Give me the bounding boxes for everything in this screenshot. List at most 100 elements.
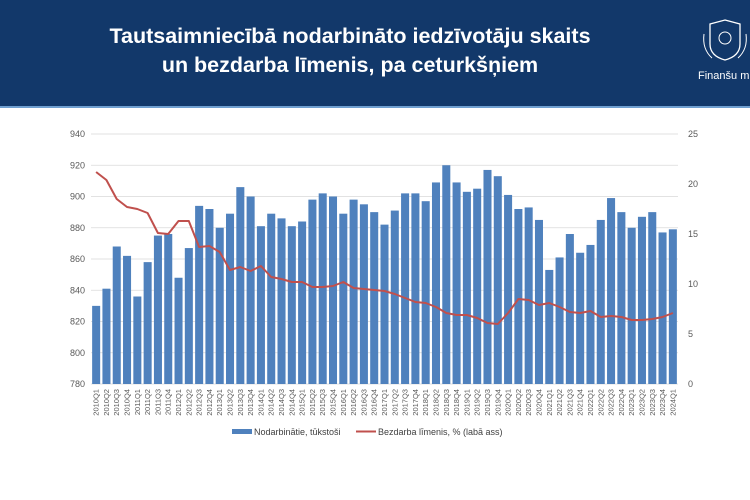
left-axis-tick: 820 — [70, 317, 85, 327]
x-axis-tick: 2018Q2 — [431, 389, 440, 416]
bar — [617, 212, 626, 384]
bar — [123, 255, 132, 384]
legend-bar-label: Nodarbinātie, tūkstoši — [254, 427, 341, 437]
x-axis-tick: 2018Q1 — [421, 389, 430, 416]
bar — [555, 257, 564, 384]
bar — [565, 234, 574, 384]
bar — [215, 227, 224, 384]
left-axis-tick: 920 — [70, 160, 85, 170]
bar — [524, 207, 533, 384]
x-axis-tick: 2014Q1 — [256, 389, 265, 416]
x-axis-tick: 2024Q1 — [668, 389, 677, 416]
logo-text: Finanšu m — [698, 70, 750, 82]
bar — [287, 226, 296, 384]
right-axis-tick: 15 — [688, 229, 698, 239]
x-axis-tick: 2010Q4 — [123, 389, 132, 416]
x-axis-tick: 2019Q4 — [493, 389, 502, 416]
bar — [627, 227, 636, 384]
unemployment-line — [95, 171, 674, 325]
coat-of-arms-icon — [703, 19, 747, 61]
x-axis-tick: 2020Q3 — [524, 389, 533, 416]
x-axis-tick: 2021Q1 — [545, 389, 554, 416]
x-axis-tick: 2015Q3 — [318, 389, 327, 416]
bar — [102, 288, 111, 384]
x-axis-tick: 2012Q1 — [174, 389, 183, 416]
title-line-2: un bezdarba līmenis, pa ceturkšņiem — [161, 53, 539, 77]
bar — [637, 216, 646, 384]
bar — [607, 198, 616, 384]
x-axis-tick: 2016Q2 — [349, 389, 358, 416]
bar — [133, 296, 142, 384]
x-axis-tick: 2012Q2 — [184, 389, 193, 416]
x-axis-tick: 2013Q2 — [226, 389, 235, 416]
x-axis-tick: 2013Q1 — [215, 389, 224, 416]
left-axis-tick: 840 — [70, 285, 85, 295]
bar — [658, 232, 667, 384]
bar — [308, 199, 317, 384]
x-axis-tick: 2023Q1 — [627, 389, 636, 416]
x-axis-tick: 2010Q2 — [102, 389, 111, 416]
bar — [205, 209, 214, 384]
x-axis-tick: 2021Q3 — [565, 389, 574, 416]
bar — [473, 188, 482, 384]
bar — [277, 218, 286, 384]
x-axis-tick: 2023Q4 — [658, 389, 667, 416]
x-axis-tick: 2020Q2 — [514, 389, 523, 416]
x-axis-tick: 2018Q4 — [452, 389, 461, 416]
x-axis-tick: 2017Q2 — [390, 389, 399, 416]
bar — [236, 187, 245, 384]
x-axis-tick: 2014Q2 — [267, 389, 276, 416]
bar — [545, 269, 554, 384]
x-axis-tick: 2011Q2 — [143, 389, 152, 415]
bar — [442, 165, 451, 384]
x-axis-tick: 2023Q2 — [637, 389, 646, 416]
bar — [462, 191, 471, 384]
bar — [195, 205, 204, 384]
x-axis-tick: 2022Q3 — [607, 389, 616, 416]
page-title: Tautsaimniecībā nodarbināto iedzīvotāju … — [20, 22, 680, 80]
bar — [153, 235, 162, 384]
left-axis-tick: 780 — [70, 379, 85, 389]
title-line-1: Tautsaimniecībā nodarbināto iedzīvotāju … — [109, 24, 591, 48]
left-axis-tick: 940 — [70, 129, 85, 139]
x-axis-tick: 2017Q3 — [401, 389, 410, 416]
bar — [298, 221, 307, 384]
x-axis-tick: 2019Q3 — [483, 389, 492, 416]
bar — [370, 212, 379, 384]
bar — [421, 201, 430, 384]
bar — [267, 213, 276, 384]
bar — [339, 213, 348, 384]
x-axis-tick: 2015Q1 — [298, 389, 307, 416]
bar — [328, 196, 338, 384]
x-axis-tick: 2013Q3 — [236, 389, 245, 416]
left-axis-tick: 860 — [70, 254, 85, 264]
bar — [184, 248, 193, 384]
x-axis-tick: 2012Q3 — [195, 389, 204, 416]
x-axis-tick: 2011Q1 — [133, 389, 142, 415]
x-axis-tick: 2015Q2 — [308, 389, 317, 416]
bar — [493, 176, 502, 384]
x-axis-tick: 2019Q1 — [462, 389, 471, 416]
x-axis-tick: 2020Q4 — [534, 389, 543, 416]
bar — [586, 244, 595, 384]
bar — [401, 193, 410, 384]
bar — [380, 224, 389, 384]
x-axis-tick: 2018Q3 — [442, 389, 451, 416]
legend-bar-swatch — [232, 429, 252, 434]
x-axis-tick: 2022Q1 — [586, 389, 595, 416]
bar — [359, 204, 368, 384]
bar — [318, 193, 327, 384]
right-axis-tick: 20 — [688, 179, 698, 189]
x-axis-tick: 2010Q1 — [92, 389, 101, 416]
bar — [92, 305, 101, 384]
x-axis-tick: 2017Q4 — [411, 389, 420, 416]
bar — [534, 219, 543, 384]
bar — [576, 252, 585, 384]
bar — [504, 194, 513, 384]
bar — [648, 212, 657, 384]
x-axis-tick: 2023Q3 — [648, 389, 657, 416]
bar — [164, 234, 173, 384]
x-axis-tick: 2016Q4 — [370, 389, 379, 416]
x-axis-tick: 2021Q2 — [555, 389, 564, 416]
